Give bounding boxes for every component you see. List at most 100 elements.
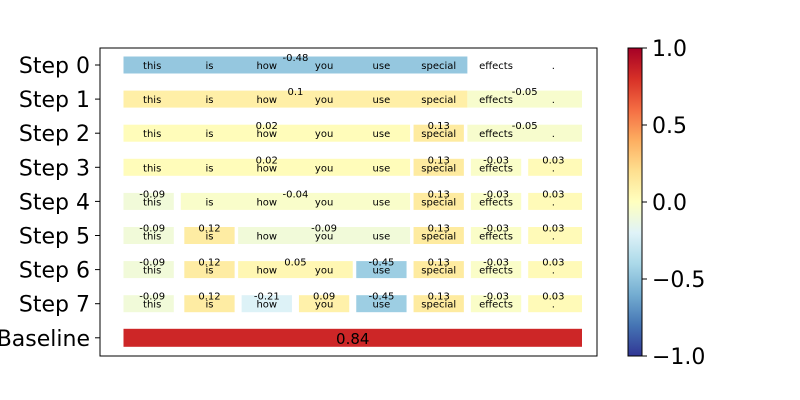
token-label: . [552, 95, 555, 106]
token-label: how [256, 266, 277, 277]
heat-segment [184, 227, 235, 244]
segment-value-label: 0.02 [256, 121, 278, 132]
token-label: special [421, 163, 456, 174]
segment-value-label: 0.03 [542, 155, 564, 166]
heat-segment [528, 227, 582, 244]
heat-segment [123, 227, 174, 244]
segment-value-label: -0.05 [512, 121, 538, 132]
heat-segment [356, 261, 407, 279]
token-label: effects [479, 61, 513, 72]
heat-segment [528, 158, 582, 176]
token-label: this [143, 163, 161, 174]
y-tick-label: Step 3 [19, 156, 90, 181]
y-tick-label: Step 7 [19, 293, 90, 318]
token-label: use [373, 197, 391, 208]
token-label: this [143, 232, 161, 243]
token-label: this [143, 266, 161, 277]
token-label: special [421, 129, 456, 140]
segment-value-label: 0.13 [428, 292, 450, 303]
segment-value-label: 0.12 [198, 224, 220, 235]
token-label: effects [479, 266, 513, 277]
segment-value-label: 0.03 [542, 292, 564, 303]
colorbar-tick-label: 0.5 [652, 114, 687, 139]
token-label: . [552, 163, 555, 174]
token-label: this [143, 95, 161, 106]
segment-value-label: 0.13 [428, 155, 450, 166]
segment-value-label: -0.48 [283, 53, 309, 64]
segment-value-label: 0.12 [198, 258, 220, 269]
segment-value-label: -0.03 [483, 224, 509, 235]
heat-segment [470, 261, 522, 279]
segment-value-label: -0.45 [368, 292, 394, 303]
heat-segment [413, 227, 464, 244]
colorbar-tick-label: −0.5 [652, 268, 705, 293]
heat-segment [123, 295, 174, 313]
token-label: how [256, 95, 277, 106]
token-label: effects [479, 300, 513, 311]
heat-segment [467, 124, 582, 142]
token-label: . [552, 232, 555, 243]
segment-value-label: -0.09 [139, 292, 165, 303]
segment-value-label: 0.03 [542, 258, 564, 269]
token-label: this [143, 61, 161, 72]
token-label: special [421, 266, 456, 277]
token-label: . [552, 266, 555, 277]
heat-segment [470, 192, 522, 210]
token-label: this [143, 129, 161, 140]
heat-segment [123, 158, 411, 176]
y-tick-label: Step 6 [19, 259, 90, 284]
segment-value-label: 0.13 [428, 121, 450, 132]
token-label: you [315, 61, 333, 72]
token-label: use [373, 129, 391, 140]
segment-value-label: 0.02 [256, 155, 278, 166]
segment-value-label: -0.03 [483, 292, 509, 303]
heat-segment [241, 295, 292, 313]
heat-segment [298, 295, 350, 313]
token-label: is [205, 129, 213, 140]
token-label: use [373, 95, 391, 106]
segment-value-label: -0.04 [283, 189, 309, 200]
segment-value-label: 0.1 [287, 87, 303, 98]
y-tick-label: Step 2 [19, 122, 90, 147]
segment-value-label: -0.09 [139, 189, 165, 200]
heat-segment [470, 158, 522, 176]
segment-value-label: -0.09 [139, 224, 165, 235]
token-label: use [373, 266, 391, 277]
heat-segment [184, 295, 235, 313]
token-label: is [205, 197, 213, 208]
heat-segment [123, 90, 468, 108]
colorbar-tick-label: −1.0 [652, 345, 705, 370]
segment-value-label: -0.03 [483, 258, 509, 269]
token-label: special [421, 197, 456, 208]
heat-segment [528, 192, 582, 210]
heat-segment [470, 227, 522, 244]
heat-segment [123, 192, 174, 210]
token-label: is [205, 61, 213, 72]
token-label: . [552, 300, 555, 311]
segment-value-label: 0.13 [428, 189, 450, 200]
heat-segment [413, 192, 464, 210]
heat-segment [413, 158, 464, 176]
heat-segment [528, 261, 582, 279]
heat-segment [238, 261, 353, 279]
heat-segment [238, 227, 411, 244]
colorbar-tick-label: 0.0 [652, 191, 687, 216]
heat-segment [467, 90, 582, 108]
token-label: how [256, 197, 277, 208]
segment-value-label: -0.21 [254, 292, 280, 303]
heat-segment [470, 295, 522, 313]
segment-value-label: -0.45 [368, 258, 394, 269]
token-label: effects [479, 129, 513, 140]
heat-segment [123, 328, 582, 347]
token-label: you [315, 266, 333, 277]
token-label: you [315, 232, 333, 243]
token-label: use [373, 163, 391, 174]
heat-segment [184, 261, 235, 279]
token-label: how [256, 232, 277, 243]
y-tick-label: Step 1 [19, 88, 90, 113]
token-label: how [256, 129, 277, 140]
token-label: is [205, 163, 213, 174]
heat-segment [123, 261, 174, 279]
token-label: effects [479, 95, 513, 106]
